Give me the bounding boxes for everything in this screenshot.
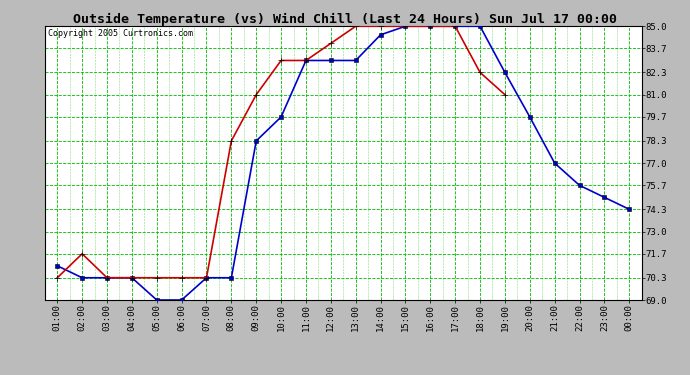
Text: Outside Temperature (vs) Wind Chill (Last 24 Hours) Sun Jul 17 00:00: Outside Temperature (vs) Wind Chill (Las… xyxy=(73,13,617,26)
Text: Copyright 2005 Curtronics.com: Copyright 2005 Curtronics.com xyxy=(48,29,193,38)
